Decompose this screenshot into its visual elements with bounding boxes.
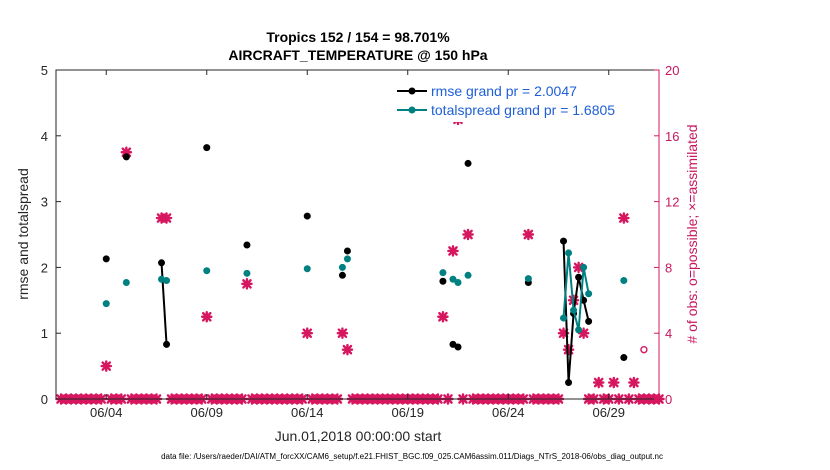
axes: 06/04 06/09 06/14 06/19 06/24 06/290123450481… <box>41 63 680 420</box>
obs-assimilated-marker <box>522 228 535 241</box>
totalspread-point <box>524 275 532 283</box>
rmse-point <box>243 241 251 249</box>
x-axis-label: Jun.01,2018 00:00:00 start <box>275 428 442 444</box>
rmse-point <box>620 354 628 362</box>
obs-assimilated-marker <box>628 376 640 389</box>
obs-assimilated-marker <box>301 327 314 339</box>
rmse-point <box>203 144 211 152</box>
obs-assimilated-marker <box>437 310 449 323</box>
totalspread-point <box>449 275 457 283</box>
obs-assimilated-marker <box>200 310 213 323</box>
totalspread-point <box>343 255 351 263</box>
rmse-point <box>343 247 351 255</box>
obs-possible-marker <box>640 345 648 354</box>
legend: rmse grand pr = 2.0047 totalspread grand… <box>393 80 641 122</box>
rmse-point <box>102 255 110 263</box>
chart-subtitle: AIRCRAFT_TEMPERATURE @ 150 hPa <box>228 47 487 63</box>
rmse-point <box>122 153 130 161</box>
rmse-point <box>464 159 472 167</box>
totalspread-point <box>102 300 110 308</box>
obs-assimilated-marker <box>562 343 575 356</box>
rmse-point <box>439 277 447 285</box>
y-axis-label-right: # of obs: o=possible; ×=assimilated <box>684 124 700 343</box>
y-right-tick-label: 16 <box>665 129 679 144</box>
y-axis-label-left: rmse and totalspread <box>15 168 31 300</box>
totalspread-point <box>122 279 130 287</box>
totalspread-point <box>243 269 251 277</box>
obs-assimilated-marker <box>241 278 253 290</box>
y-tick-label: 4 <box>41 129 48 144</box>
obs-assimilated-marker <box>336 327 349 339</box>
chart-title: Tropics 152 / 154 = 98.701% <box>266 29 450 45</box>
obs-assimilated-marker <box>447 245 459 257</box>
legend-spread-marker <box>408 106 416 114</box>
y-tick-label: 5 <box>41 63 48 78</box>
obs-assimilated-marker <box>100 360 113 372</box>
x-tick-label: 06/04 <box>90 405 123 420</box>
rmse-point <box>585 317 593 325</box>
legend-rmse-label: rmse grand pr = 2.0047 <box>431 83 577 99</box>
x-tick-label: 06/14 <box>291 405 324 420</box>
rmse-point <box>158 259 166 267</box>
totalspread-point <box>454 279 462 287</box>
obs-assimilated-marker <box>341 343 354 356</box>
rmse-point <box>454 343 462 351</box>
rmse-line <box>562 241 590 383</box>
x-tick-label: 06/29 <box>592 405 625 420</box>
rmse-point <box>560 237 568 245</box>
obs-assimilated-marker <box>557 327 570 339</box>
y-tick-label: 2 <box>41 260 48 275</box>
obs-assimilated-marker <box>120 146 133 159</box>
y-tick-label: 1 <box>41 326 48 341</box>
plot-marks <box>55 113 665 405</box>
totalspread-point <box>203 267 211 275</box>
totalspread-point <box>585 290 593 298</box>
x-tick-label: 06/09 <box>190 405 223 420</box>
totalspread-point <box>163 277 171 285</box>
rmse-point <box>303 212 311 220</box>
y-right-tick-label: 20 <box>665 63 679 78</box>
totalspread-point <box>560 314 568 322</box>
rmse-point <box>565 379 573 387</box>
rmse-line <box>160 262 168 345</box>
legend-rmse-marker <box>408 87 416 95</box>
totalspread-point <box>464 271 472 279</box>
totalspread-line <box>562 252 590 331</box>
obs-assimilated-marker <box>577 327 590 339</box>
totalspread-point <box>620 277 628 285</box>
rmse-point <box>575 273 583 281</box>
obs-assimilated-marker <box>160 212 173 224</box>
data-file-footer: data file: /Users/raeder/DAI/ATM_forcXX/… <box>161 452 663 461</box>
y-right-tick-label: 4 <box>665 326 672 341</box>
totalspread-point <box>439 269 447 277</box>
y-right-tick-label: 0 <box>665 392 672 407</box>
totalspread-point <box>303 265 311 273</box>
y-right-tick-label: 12 <box>665 195 679 210</box>
totalspread-point <box>565 249 573 257</box>
x-tick-label: 06/19 <box>391 405 424 420</box>
y-tick-label: 0 <box>41 392 48 407</box>
obs-assimilated-marker <box>572 261 585 274</box>
totalspread-point <box>575 326 583 334</box>
rmse-point <box>163 340 171 348</box>
obs-assimilated-marker <box>462 228 474 241</box>
obs-assimilated-marker <box>592 376 605 389</box>
x-tick-label: 06/24 <box>492 405 525 420</box>
obs-assimilated-marker <box>607 376 620 389</box>
obs-assimilated-marker <box>618 212 630 224</box>
totalspread-point <box>580 263 588 271</box>
legend-box <box>393 80 641 122</box>
totalspread-point <box>338 263 346 271</box>
totalspread-point <box>570 306 578 314</box>
y-right-tick-label: 8 <box>665 260 672 275</box>
rmse-point <box>338 271 346 279</box>
y-tick-label: 3 <box>41 195 48 210</box>
legend-spread-label: totalspread grand pr = 1.6805 <box>431 102 615 118</box>
